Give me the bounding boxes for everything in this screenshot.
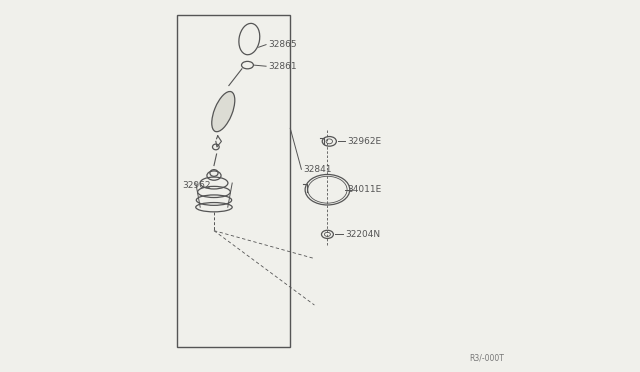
Text: 32841: 32841: [303, 165, 332, 174]
Text: 32962: 32962: [182, 182, 211, 190]
Text: 34011E: 34011E: [347, 185, 381, 194]
Text: 32962E: 32962E: [347, 137, 381, 146]
Text: R3/-000T: R3/-000T: [469, 354, 504, 363]
Text: 32865: 32865: [268, 40, 296, 49]
Ellipse shape: [212, 92, 235, 132]
Text: 32861: 32861: [268, 62, 296, 71]
Text: 32204N: 32204N: [346, 230, 380, 239]
Bar: [177, 15, 291, 347]
